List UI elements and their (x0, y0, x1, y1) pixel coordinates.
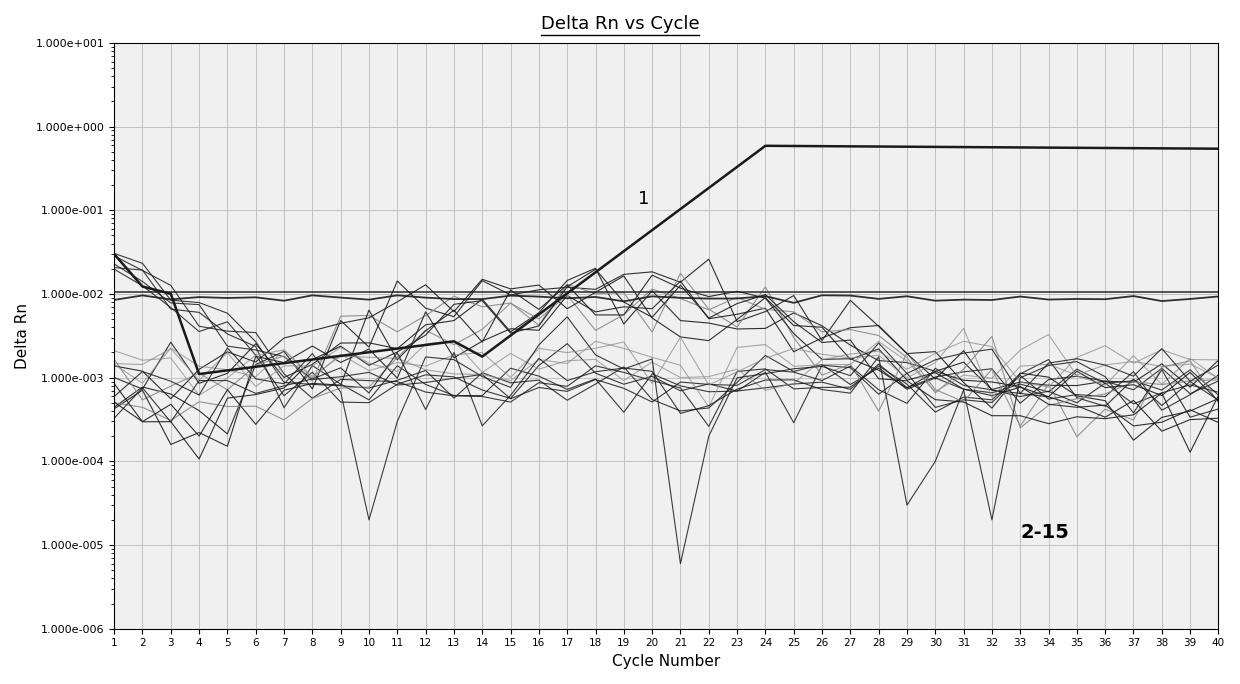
Y-axis label: Delta Rn: Delta Rn (15, 303, 30, 369)
Text: Delta Rn vs Cycle: Delta Rn vs Cycle (541, 15, 699, 33)
X-axis label: Cycle Number: Cycle Number (613, 654, 720, 669)
Text: 2-15: 2-15 (1021, 523, 1069, 542)
Text: 1: 1 (639, 189, 650, 208)
